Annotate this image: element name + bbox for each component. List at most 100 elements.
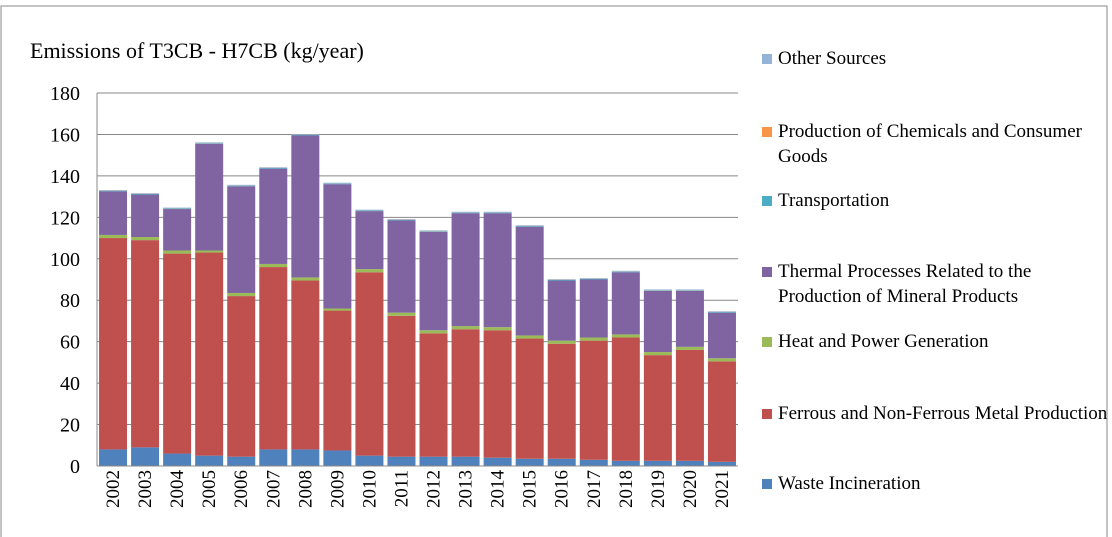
bar-segment — [515, 225, 544, 226]
x-tick-label: 2008 — [295, 470, 316, 508]
bar-segment — [131, 193, 160, 194]
bar-segment — [451, 213, 480, 327]
bar-segment — [195, 455, 224, 466]
bar-segment — [355, 209, 384, 211]
bar-segment — [579, 337, 608, 341]
bar-segment — [515, 226, 544, 336]
bar-segment — [707, 311, 736, 312]
bar-segment — [131, 237, 160, 241]
bar-segment — [547, 340, 576, 344]
bar-segment — [515, 335, 544, 339]
y-tick-label: 40 — [60, 373, 80, 395]
bar-segment — [611, 272, 640, 335]
bar-segment — [259, 168, 288, 169]
legend-label: Transportation — [778, 190, 890, 211]
x-tick-label: 2006 — [231, 470, 252, 508]
bar-segment — [163, 208, 192, 210]
bar-segment — [227, 292, 256, 297]
legend-swatch — [762, 196, 772, 206]
x-tick-label: 2015 — [520, 470, 541, 508]
bar-segment — [419, 330, 448, 334]
bar-segment — [451, 456, 480, 466]
y-tick-label: 60 — [60, 332, 80, 354]
bar-segment — [291, 135, 320, 278]
x-tick-label: 2007 — [263, 470, 284, 508]
bar-segment — [259, 168, 288, 264]
bar-segment — [643, 460, 672, 466]
bar-segment — [163, 453, 192, 466]
bar-segment — [419, 230, 448, 232]
legend-swatch — [762, 409, 772, 419]
bar-segment — [195, 143, 224, 144]
bar-segment — [611, 334, 640, 338]
bar-segment — [483, 212, 512, 214]
y-tick-label: 180 — [50, 83, 80, 105]
bar-segment — [227, 186, 256, 293]
x-tick-label: 2003 — [135, 470, 156, 508]
bar-segment — [547, 343, 576, 459]
legend-item: Waste Incineration — [762, 471, 1112, 496]
legend-swatch — [762, 267, 772, 277]
bar-segment — [131, 193, 160, 195]
bar-segment — [611, 271, 640, 273]
bar-segment — [291, 134, 320, 136]
legend-label: Production of Chemicals and Consumer Goo… — [778, 121, 1082, 167]
legend-swatch — [762, 54, 772, 64]
bar-segment — [579, 278, 608, 279]
x-tick-label: 2011 — [391, 470, 412, 507]
x-tick-label: 2020 — [680, 470, 701, 508]
legend-item: Other Sources — [762, 46, 1112, 71]
bar-segment — [99, 191, 128, 235]
bar-segment — [547, 279, 576, 281]
bar-segment — [227, 296, 256, 457]
bar-segment — [611, 337, 640, 461]
bar-segment — [547, 280, 576, 341]
bar-segment — [707, 461, 736, 466]
bar-segment — [451, 212, 480, 214]
bar-segment — [579, 279, 608, 338]
bar-segment — [163, 209, 192, 251]
bar-segment — [451, 211, 480, 213]
bar-segment — [259, 267, 288, 450]
legend-swatch — [762, 337, 772, 347]
bar-segment — [99, 189, 128, 191]
legend-label: Other Sources — [778, 48, 887, 69]
bar-segment — [387, 219, 416, 221]
bar-segment — [291, 277, 320, 281]
y-tick-label: 0 — [70, 456, 80, 478]
bar-segment — [707, 358, 736, 362]
bar-segment — [259, 167, 288, 168]
bar-segment — [643, 289, 672, 291]
bar-segment — [355, 210, 384, 212]
bar-segment — [515, 338, 544, 459]
bar-segment — [387, 220, 416, 313]
bar-segment — [675, 289, 704, 291]
bar-segment — [259, 449, 288, 466]
bar-segment — [131, 447, 160, 466]
bar-segment — [323, 183, 352, 185]
legend-item: Ferrous and Non-Ferrous Metal Production — [762, 401, 1112, 426]
bar-segment — [99, 234, 128, 239]
legend-swatch — [762, 127, 772, 137]
legend-item: Heat and Power Generation — [762, 329, 1112, 354]
bar-segment — [707, 312, 736, 359]
bar-segment — [99, 190, 128, 192]
bar-segment — [387, 312, 416, 316]
bar-segment — [227, 185, 256, 187]
bar-segment — [323, 182, 352, 184]
bar-segment — [323, 308, 352, 311]
bar-segment — [195, 143, 224, 251]
bar-segment — [355, 269, 384, 273]
legend-item: Production of Chemicals and Consumer Goo… — [762, 119, 1112, 169]
bar-segment — [579, 459, 608, 466]
bar-segment — [675, 349, 704, 461]
bar-segment — [451, 326, 480, 330]
bar-segment — [259, 263, 288, 268]
bar-segment — [323, 310, 352, 451]
bar-segment — [99, 449, 128, 466]
chart-frame — [0, 5, 1108, 537]
x-tick-label: 2012 — [424, 470, 445, 508]
y-tick-label: 80 — [60, 290, 80, 312]
bar-segment — [131, 240, 160, 448]
bar-segment — [515, 458, 544, 466]
